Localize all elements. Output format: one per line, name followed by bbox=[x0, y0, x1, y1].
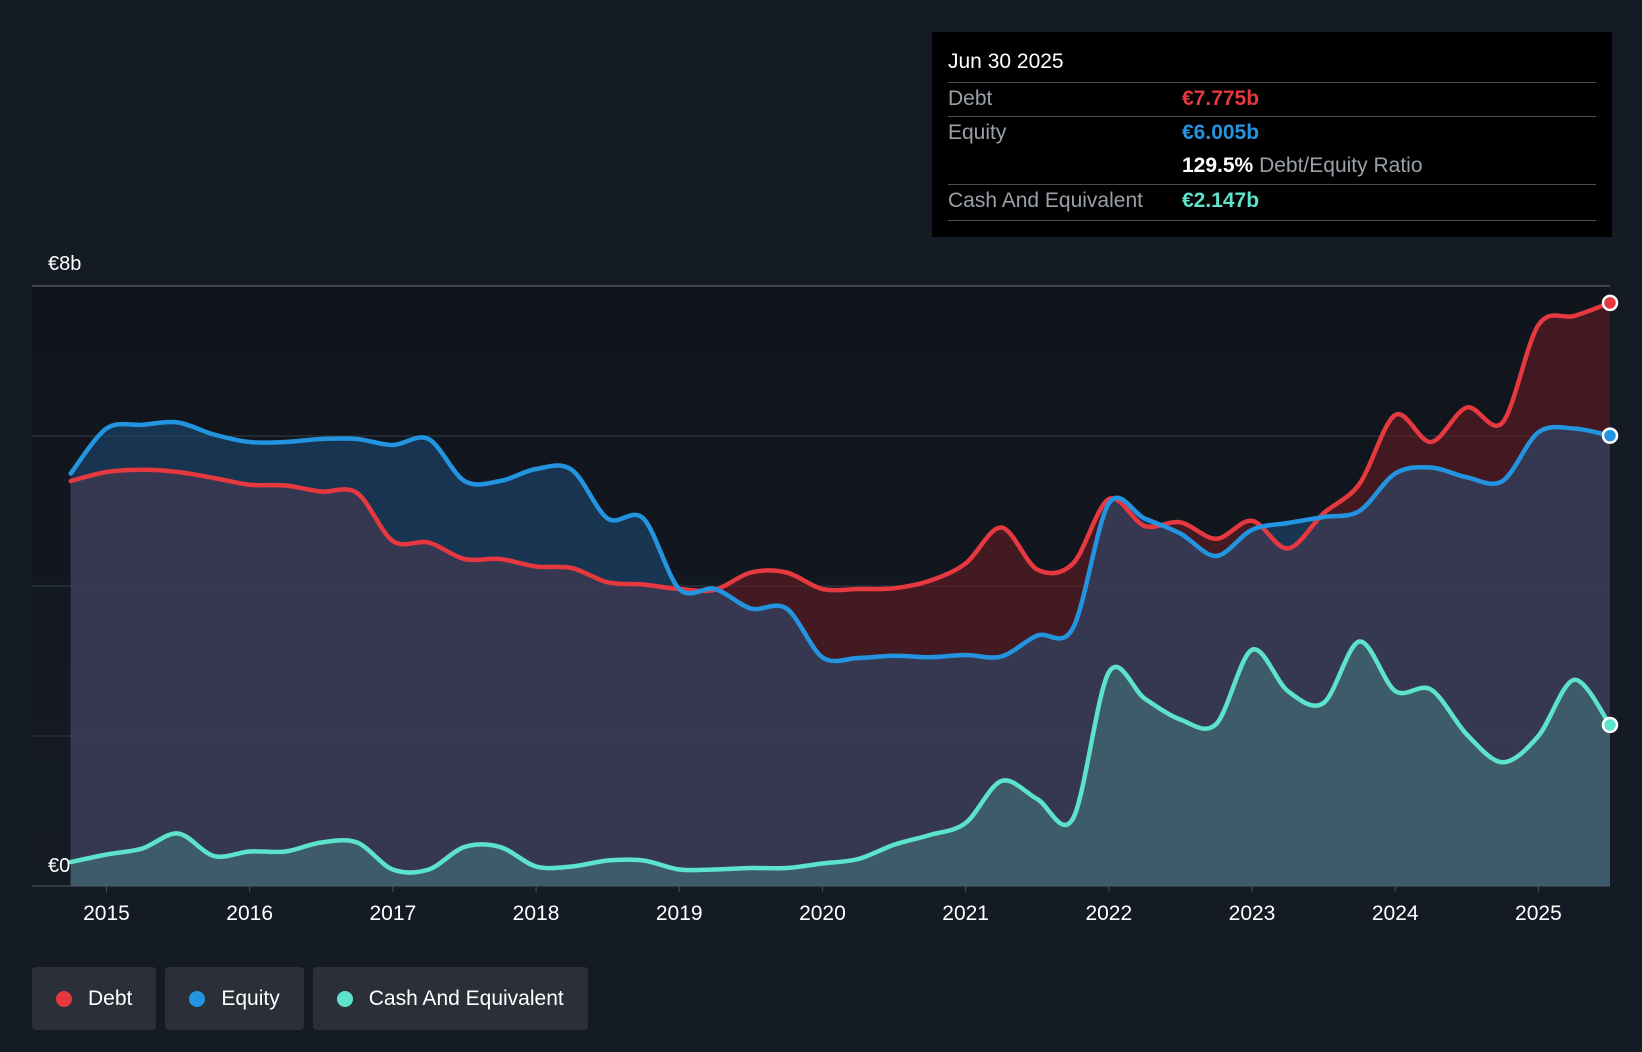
cash-and-equivalent-area bbox=[70, 641, 1610, 886]
tooltip-ratio: 129.5% Debt/Equity Ratio bbox=[1182, 154, 1423, 178]
equity-line bbox=[68, 419, 1613, 664]
tooltip-equity-value: €6.005b bbox=[1182, 121, 1260, 144]
x-tick-label: 2023 bbox=[1229, 902, 1276, 925]
x-tick-label: 2020 bbox=[799, 902, 846, 925]
x-tick-label: 2021 bbox=[942, 902, 989, 925]
tooltip-ratio-value: 129.5% bbox=[1182, 154, 1254, 177]
tooltip-divider bbox=[948, 184, 1596, 185]
tooltip-cash-label: Cash And Equivalent bbox=[948, 189, 1143, 212]
y-tick-label: €0 bbox=[48, 855, 70, 877]
debt-endpoint-marker[interactable] bbox=[1601, 294, 1619, 312]
x-tick-label: 2019 bbox=[656, 902, 703, 925]
x-tick-label: 2016 bbox=[226, 902, 273, 925]
tooltip-cash-value: €2.147b bbox=[1182, 189, 1260, 212]
tooltip-divider bbox=[948, 220, 1596, 221]
tooltip-date: Jun 30 2025 bbox=[948, 50, 1064, 73]
x-tick-label: 2015 bbox=[83, 902, 130, 925]
legend: Debt Equity Cash And Equivalent bbox=[32, 967, 588, 1030]
legend-item-debt[interactable]: Debt bbox=[32, 967, 157, 1030]
cash-and-equivalent-endpoint-marker[interactable] bbox=[1601, 716, 1619, 734]
cash-dot-icon bbox=[336, 990, 353, 1007]
legend-item-equity[interactable]: Equity bbox=[165, 967, 304, 1030]
tooltip-panel: Jun 30 2025 Debt €7.775b Equity €6.005b … bbox=[932, 32, 1612, 237]
legend-debt-label: Debt bbox=[88, 986, 133, 1010]
equity-dot-icon bbox=[189, 990, 206, 1007]
tooltip-divider bbox=[948, 82, 1596, 83]
tooltip-equity-label: Equity bbox=[948, 121, 1007, 144]
equity-endpoint-marker[interactable] bbox=[1601, 427, 1619, 444]
legend-item-cash[interactable]: Cash And Equivalent bbox=[312, 967, 588, 1030]
cash-and-equivalent-line bbox=[68, 639, 1613, 875]
x-tick-label: 2022 bbox=[1085, 902, 1132, 925]
overlap-area bbox=[70, 427, 1610, 886]
tooltip-divider bbox=[948, 116, 1596, 117]
legend-cash-label: Cash And Equivalent bbox=[368, 986, 564, 1010]
x-tick-label: 2018 bbox=[513, 902, 560, 925]
debt-line bbox=[68, 300, 1613, 594]
tooltip-debt-label: Debt bbox=[948, 87, 993, 110]
tooltip-ratio-label: Debt/Equity Ratio bbox=[1259, 154, 1423, 177]
legend-equity-label: Equity bbox=[221, 986, 280, 1010]
x-tick-label: 2024 bbox=[1372, 902, 1419, 925]
tooltip-debt-value: €7.775b bbox=[1182, 87, 1260, 110]
x-tick-label: 2025 bbox=[1515, 902, 1562, 925]
y-tick-label: €8b bbox=[48, 253, 81, 275]
x-tick-label: 2017 bbox=[369, 902, 416, 925]
debt-dot-icon bbox=[56, 990, 72, 1007]
